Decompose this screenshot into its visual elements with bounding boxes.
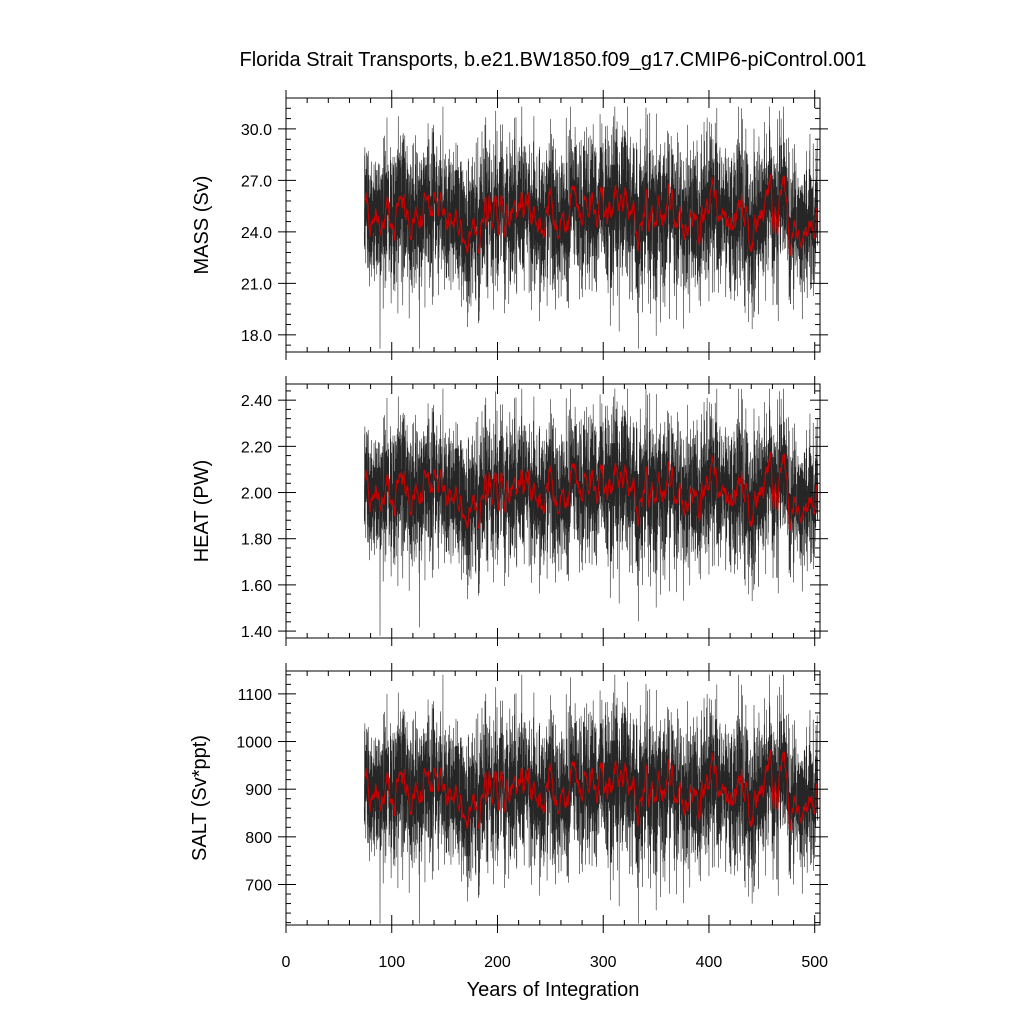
y-tick-label: 1.80 — [241, 532, 272, 549]
y-tick-label: 27.0 — [241, 173, 272, 190]
y-tick-label: 1100 — [238, 687, 273, 704]
y-tick-label: 700 — [245, 877, 272, 894]
x-tick-label: 200 — [484, 954, 511, 971]
panel-mass: MASS (Sv) 18.0 21.0 24.0 27.0 30.0 — [191, 90, 828, 360]
y-tick-label: 2.00 — [241, 486, 272, 503]
y-tick-label: 30.0 — [241, 122, 272, 139]
raw-series-line — [363, 388, 819, 636]
x-tick-label: 300 — [590, 954, 617, 971]
raw-series-line — [363, 674, 819, 924]
panel-salt: SALT (Sv*ppt) 700 800 900 1000 1100 0 100 200 30… — [189, 663, 828, 971]
y-tick-label: 900 — [245, 782, 272, 799]
x-tick-label: 0 — [282, 954, 291, 971]
y-tick-label: 1.40 — [241, 624, 272, 641]
smoothed-series-line — [364, 174, 818, 257]
smoothed-series-line — [364, 749, 818, 832]
x-tick-label: 500 — [801, 954, 828, 971]
xlabel: Years of Integration — [467, 979, 640, 1001]
y-tick-label: 800 — [245, 830, 272, 847]
ylabel-heat: HEAT (PW) — [191, 460, 213, 563]
y-tick-label: 1000 — [236, 735, 272, 752]
y-tick-label: 1.60 — [241, 578, 272, 595]
chart-title: Florida Strait Transports, b.e21.BW1850.… — [240, 49, 867, 71]
y-tick-label: 21.0 — [241, 276, 272, 293]
smoothed-series-line — [364, 452, 818, 532]
y-tick-label: 18.0 — [241, 328, 272, 345]
y-tick-label: 2.20 — [241, 439, 272, 456]
y-tick-label: 2.40 — [241, 393, 272, 410]
ylabel-mass: MASS (Sv) — [191, 176, 213, 275]
panel-heat: HEAT (PW) 1.40 1.60 1.80 2.00 2.20 2.40 — [191, 376, 828, 646]
ylabel-salt: SALT (Sv*ppt) — [189, 735, 211, 861]
raw-series-line — [363, 106, 819, 349]
x-tick-label: 100 — [378, 954, 405, 971]
y-tick-label: 24.0 — [241, 225, 272, 242]
plot-frame — [285, 670, 821, 926]
x-tick-label: 400 — [696, 954, 723, 971]
plot-frame — [285, 97, 821, 353]
